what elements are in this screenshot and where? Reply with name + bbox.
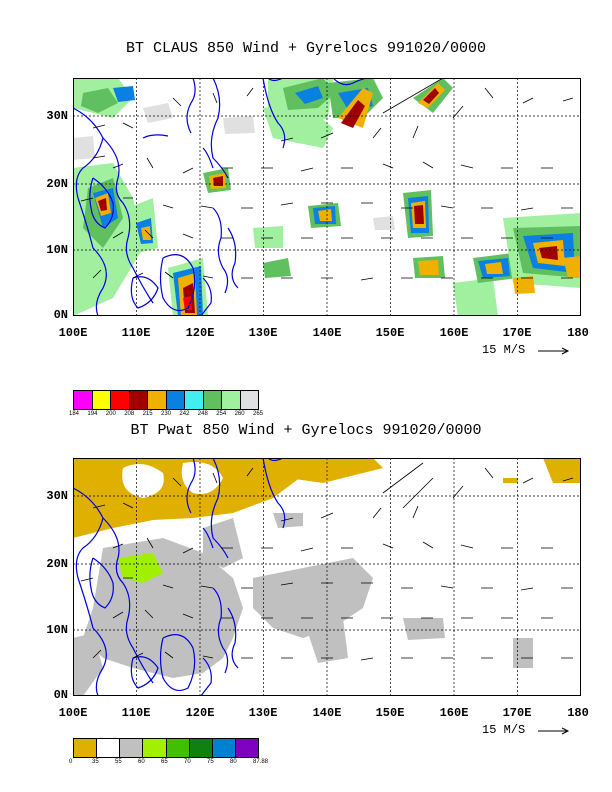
- panel-1-ytick-0n: 0N: [53, 308, 68, 322]
- panel-2-title: BT Pwat 850 Wind + Gyrelocs 991020/0000: [130, 422, 482, 439]
- colorbar-label: 70: [184, 759, 191, 765]
- panel-2-xtick-110e: 110E: [121, 706, 151, 720]
- colorbar-swatch: [166, 391, 185, 409]
- panel-2-ytick-20n: 20N: [46, 557, 68, 571]
- colorbar-swatch: [212, 739, 236, 757]
- colorbar-label: 35: [92, 759, 99, 765]
- panel-2-ytick-30n: 30N: [46, 489, 68, 503]
- colorbar-label: 242: [179, 411, 190, 417]
- colorbar-swatch: [222, 391, 241, 409]
- colorbar-swatch: [92, 391, 111, 409]
- panel-1-scale-label: 15 M/S: [482, 343, 526, 357]
- panel-1-xtick-110e: 110E: [121, 326, 151, 340]
- colorbar-swatch: [120, 739, 144, 757]
- panel-1-gridlines: [73, 78, 581, 316]
- panel-2-gridlines: [73, 458, 581, 696]
- colorbar-swatch: [129, 391, 148, 409]
- panel-1-colorbar: [73, 390, 259, 410]
- colorbar-swatch: [97, 739, 121, 757]
- colorbar-label: 208: [124, 411, 135, 417]
- panel-1-ytick-10n: 10N: [46, 243, 68, 257]
- colorbar-swatch: [235, 739, 258, 757]
- panel-1-xtick-120e: 120E: [185, 326, 215, 340]
- panel-1-xtick-170e: 170E: [502, 326, 532, 340]
- colorbar-swatch: [189, 739, 213, 757]
- colorbar-swatch: [143, 739, 167, 757]
- colorbar-swatch: [74, 739, 98, 757]
- colorbar-label: 265: [253, 411, 264, 417]
- panel-1-xtick-160e: 160E: [439, 326, 469, 340]
- colorbar-label: 0: [69, 759, 73, 765]
- panel-2-xtick-130e: 130E: [248, 706, 278, 720]
- colorbar-label: 184: [69, 411, 80, 417]
- panel-2-xtick-100e: 100E: [58, 706, 88, 720]
- panel-1-wind-vectors: [80, 78, 574, 281]
- colorbar-swatch: [185, 391, 204, 409]
- colorbar-label: 194: [87, 411, 98, 417]
- colorbar-label: 260: [234, 411, 245, 417]
- colorbar-label: 80: [230, 759, 237, 765]
- panel-2-ytick-10n: 10N: [46, 623, 68, 637]
- colorbar-swatch: [74, 391, 93, 409]
- colorbar-label: 230: [161, 411, 172, 417]
- colorbar-swatch: [240, 391, 258, 409]
- panel-1-xtick-180: 180: [567, 326, 589, 340]
- colorbar-label: 200: [105, 411, 116, 417]
- panel-1-cloud-shading: [73, 78, 581, 316]
- panel-2-map: [73, 458, 581, 696]
- panel-2-xtick-150e: 150E: [375, 706, 405, 720]
- panel-2-xtick-170e: 170E: [502, 706, 532, 720]
- panel-1-xtick-140e: 140E: [312, 326, 342, 340]
- panel-1-ytick-20n: 20N: [46, 177, 68, 191]
- panel-1-title: BT CLAUS 850 Wind + Gyrelocs 991020/0000: [125, 40, 487, 57]
- panel-2-colorbar: [73, 738, 259, 758]
- panel-2-scale-label: 15 M/S: [482, 723, 526, 737]
- panel-1-ytick-30n: 30N: [46, 109, 68, 123]
- panel-2-xtick-180: 180: [567, 706, 589, 720]
- colorbar-label: 60: [138, 759, 145, 765]
- colorbar-label: 87.88: [253, 759, 269, 765]
- panel-1-xtick-150e: 150E: [375, 326, 405, 340]
- colorbar-label: 248: [197, 411, 208, 417]
- colorbar-swatch: [203, 391, 222, 409]
- colorbar-swatch: [148, 391, 167, 409]
- colorbar-label: 254: [216, 411, 227, 417]
- colorbar-swatch: [111, 391, 130, 409]
- panel-1-xtick-100e: 100E: [58, 326, 88, 340]
- panel-2-xtick-140e: 140E: [312, 706, 342, 720]
- panel-1-scale-arrow: [538, 347, 570, 355]
- colorbar-label: 55: [115, 759, 122, 765]
- colorbar-label: 65: [161, 759, 168, 765]
- panel-2-scale-arrow: [538, 727, 570, 735]
- panel-2-xtick-120e: 120E: [185, 706, 215, 720]
- panel-1-map: [73, 78, 581, 316]
- colorbar-swatch: [166, 739, 190, 757]
- colorbar-label: 75: [207, 759, 214, 765]
- panel-2-wind-vectors: [80, 462, 574, 661]
- panel-2-ytick-0n: 0N: [53, 688, 68, 702]
- panel-2-xtick-160e: 160E: [439, 706, 469, 720]
- colorbar-label: 215: [142, 411, 153, 417]
- panel-1-xtick-130e: 130E: [248, 326, 278, 340]
- panel-2-pwat-shading: [73, 458, 581, 696]
